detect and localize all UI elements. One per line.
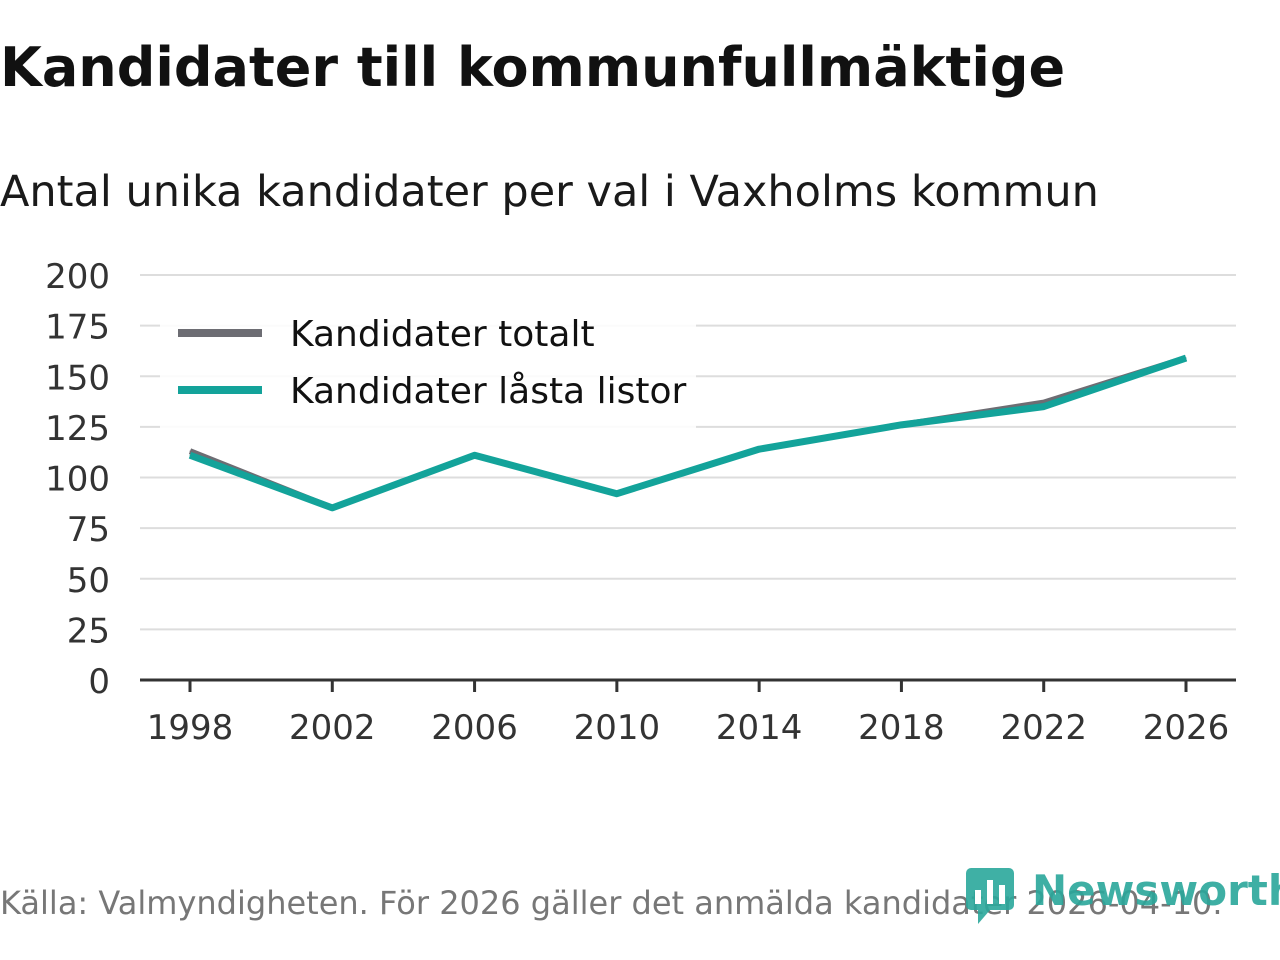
legend-label: Kandidater låsta listor: [290, 371, 686, 412]
y-tick-label: 150: [45, 358, 110, 398]
data-point: [1185, 357, 1187, 359]
bar-chart-logo-icon: [966, 868, 1014, 924]
data-point: [758, 448, 760, 450]
x-tick-label: 2002: [289, 708, 376, 748]
legend-box: [160, 304, 696, 428]
x-tick-label: 2014: [716, 708, 803, 748]
data-point: [1043, 406, 1045, 408]
chart-title: Kandidater till kommunfullmäktige: [0, 36, 1066, 99]
legend-label: Kandidater totalt: [290, 314, 595, 355]
data-point: [474, 454, 476, 456]
x-tick-label: 2006: [431, 708, 518, 748]
x-tick-label: 1998: [147, 708, 234, 748]
data-point: [331, 507, 333, 509]
y-tick-label: 200: [45, 257, 110, 297]
y-tick-label: 125: [45, 409, 110, 449]
brand-name: Newsworthy: [1032, 866, 1280, 915]
source-note: Källa: Valmyndigheten. För 2026 gäller d…: [0, 884, 1223, 922]
data-point: [189, 450, 191, 452]
y-tick-label: 175: [45, 308, 110, 348]
data-point: [900, 424, 902, 426]
data-point: [616, 493, 618, 495]
data-point: [1043, 402, 1045, 404]
line-chart: 0 25 50 75 100 125 150 175 200 1998 2002 2006 2010 20…: [45, 257, 1236, 748]
y-tick-label: 75: [67, 510, 110, 550]
series-line-kandidater-lasta-listor: [188, 354, 1188, 512]
x-tick-label: 2022: [1000, 708, 1087, 748]
y-tick-label: 0: [88, 662, 110, 702]
y-tick-label: 50: [67, 561, 110, 601]
x-tick-label: 2026: [1143, 708, 1230, 748]
y-tick-label: 100: [45, 460, 110, 500]
x-tick-label: 2010: [574, 708, 661, 748]
chart-subtitle: Antal unika kandidater per val i Vaxholm…: [0, 167, 1099, 217]
data-point: [189, 454, 191, 456]
newsworthy-logo: Newsworthy: [964, 866, 1280, 926]
y-tick-label: 25: [67, 611, 110, 651]
x-tick-label: 2018: [858, 708, 945, 748]
